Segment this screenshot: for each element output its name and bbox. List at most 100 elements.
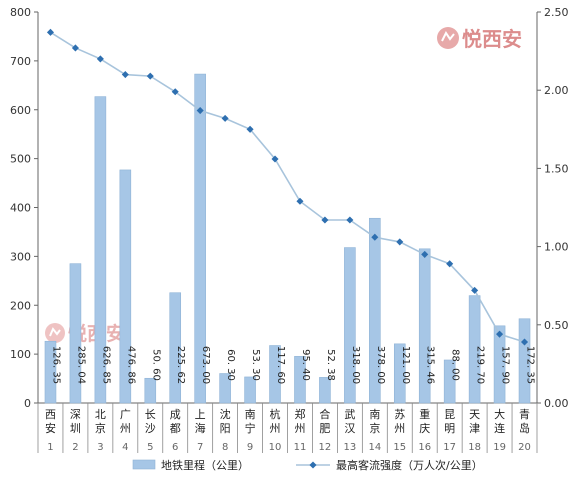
line-point xyxy=(121,71,129,79)
category-rank-label: 8 xyxy=(222,442,228,453)
category-rank-label: 7 xyxy=(197,442,203,453)
category-label: 苏州 xyxy=(394,408,405,435)
bar-value-label: 318. 00 xyxy=(350,346,361,384)
category-label: 昆明 xyxy=(444,408,455,435)
bar-value-label: 121. 00 xyxy=(400,346,411,384)
category-label: 青岛 xyxy=(519,408,530,435)
category-label: 广州 xyxy=(120,408,131,435)
category-rank-label: 20 xyxy=(518,442,531,453)
bar xyxy=(443,359,456,404)
bar-value-label: 225. 62 xyxy=(175,346,186,384)
bar-value-label: 315. 46 xyxy=(425,346,436,384)
line-point xyxy=(520,338,529,346)
left-tick-label: 300 xyxy=(10,250,31,263)
category-rank-label: 2 xyxy=(72,442,78,453)
left-tick-label: 400 xyxy=(10,202,31,215)
bar-value-label: 95. 40 xyxy=(300,349,311,381)
category-rank-label: 14 xyxy=(368,442,381,453)
left-tick-label: 700 xyxy=(10,55,31,68)
category-rank-label: 16 xyxy=(418,442,431,453)
right-tick-label: 1.00 xyxy=(544,241,569,254)
category-rank-label: 17 xyxy=(443,442,456,453)
watermark-top: 悦西安 xyxy=(437,27,522,51)
category-label: 杭州 xyxy=(270,407,281,435)
bar xyxy=(119,169,132,404)
bar-value-label: 378. 00 xyxy=(375,346,386,384)
left-tick-label: 100 xyxy=(10,348,31,361)
category-label: 郑州 xyxy=(294,407,305,435)
legend-bar-label: 地铁里程（公里） xyxy=(161,459,249,472)
bar-value-label: 476. 86 xyxy=(125,346,136,384)
right-tick-label: 2.50 xyxy=(544,6,569,19)
bar xyxy=(219,373,231,404)
bar-value-label: 60. 30 xyxy=(225,349,236,381)
watermark-top-logo-icon xyxy=(437,27,459,49)
bar xyxy=(244,376,256,404)
bar xyxy=(169,292,182,404)
bar xyxy=(44,340,57,404)
plot-area: 0 100 200 300 400 500 600 700 800 0.00 0.50 1.00 1.5… xyxy=(10,6,569,472)
line-point xyxy=(146,72,154,80)
category-label: 重庆 xyxy=(419,407,430,435)
line-point xyxy=(496,330,504,338)
bar-value-label: 673. 00 xyxy=(200,346,211,384)
left-tick-label: 800 xyxy=(10,6,31,19)
category-rank-label: 15 xyxy=(393,442,406,453)
watermark-bottom-logo-icon xyxy=(45,323,65,343)
bar-value-label: 53. 30 xyxy=(250,349,261,381)
bar-value-label: 626. 85 xyxy=(100,346,111,384)
watermark-top-text: 悦西安 xyxy=(462,27,522,51)
right-tick-label: 0.00 xyxy=(544,397,569,410)
bar-value-label: 219. 70 xyxy=(475,346,486,384)
category-rank-label: 12 xyxy=(319,442,332,453)
category-label: 大连 xyxy=(494,407,505,435)
left-tick-label: 600 xyxy=(10,104,31,117)
line-point xyxy=(221,114,229,122)
category-label: 深圳 xyxy=(70,408,81,435)
category-rank-label: 10 xyxy=(269,442,282,453)
category-label: 合肥 xyxy=(319,407,330,435)
bar-value-label: 126. 35 xyxy=(50,346,61,384)
category-rank-label: 19 xyxy=(493,442,506,453)
category-rank-label: 6 xyxy=(172,442,178,453)
bar xyxy=(269,345,281,404)
category-rank-label: 9 xyxy=(247,442,253,453)
watermark-bottom: 悦西安 xyxy=(45,322,125,345)
line-point xyxy=(321,216,329,224)
line-point xyxy=(271,155,279,163)
bar xyxy=(369,217,381,404)
bar xyxy=(144,377,157,404)
category-rank-label: 3 xyxy=(97,442,103,453)
bar xyxy=(194,73,206,404)
bar xyxy=(468,295,481,404)
bar xyxy=(69,263,82,404)
line-point xyxy=(446,260,454,268)
bar-value-label: 172. 35 xyxy=(525,346,536,384)
category-label: 长沙 xyxy=(145,408,156,435)
bar xyxy=(393,343,406,404)
line-point xyxy=(471,286,479,294)
category-label: 西安 xyxy=(45,408,56,435)
bar-value-label: 157. 90 xyxy=(500,346,511,384)
category-label: 南京 xyxy=(369,408,380,435)
line-point xyxy=(296,197,304,205)
category-rank-label: 4 xyxy=(122,442,128,453)
legend-line-marker xyxy=(309,461,317,469)
line-point xyxy=(171,88,179,96)
bar-value-label: 117. 60 xyxy=(275,346,286,384)
bar xyxy=(319,377,331,404)
legend-bar-swatch xyxy=(132,459,156,470)
bar xyxy=(493,325,506,404)
category-label: 武汉 xyxy=(344,408,355,435)
left-tick-label: 200 xyxy=(10,299,31,312)
category-label: 北京 xyxy=(95,408,106,435)
bar xyxy=(344,247,356,404)
line-point xyxy=(246,125,254,133)
category-label: 南宁 xyxy=(245,408,256,435)
bar xyxy=(418,248,431,404)
line-point xyxy=(396,238,404,246)
bar xyxy=(294,356,306,404)
legend-line-label: 最高客流强度（万人次/公里） xyxy=(336,458,483,472)
category-label: 上海 xyxy=(195,408,206,435)
right-tick-label: 0.50 xyxy=(544,319,569,332)
